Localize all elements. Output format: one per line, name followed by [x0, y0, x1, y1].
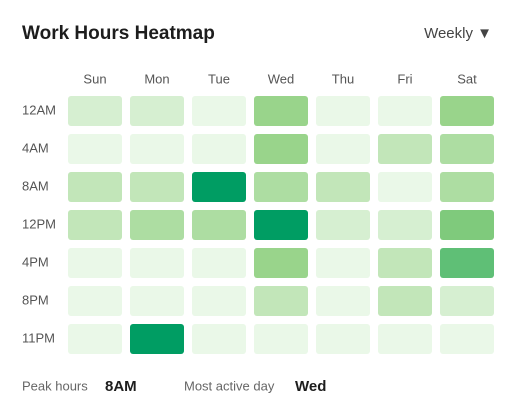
heat-cell [440, 286, 494, 316]
heat-cell [316, 286, 370, 316]
heat-cell [440, 210, 494, 240]
heat-cell [130, 172, 184, 202]
period-selector[interactable]: Weekly ▼ [424, 25, 492, 42]
heat-cell [130, 248, 184, 278]
peak-value: 8AM [105, 378, 137, 395]
heat-cell [192, 248, 246, 278]
chart-title: Work Hours Heatmap [22, 23, 215, 44]
heat-cell [316, 210, 370, 240]
heat-cell [440, 134, 494, 164]
heat-cell [192, 172, 246, 202]
heat-cell [254, 210, 308, 240]
row-label: 4AM [22, 140, 49, 155]
heat-cell [68, 172, 122, 202]
heat-cell [316, 96, 370, 126]
heat-cell [68, 96, 122, 126]
heat-cell [192, 134, 246, 164]
heat-cell [378, 248, 432, 278]
heat-cell [68, 210, 122, 240]
heat-cell [254, 286, 308, 316]
heat-cell [254, 96, 308, 126]
row-label: 8AM [22, 178, 49, 193]
heat-cell [378, 324, 432, 354]
row-label: 11PM [22, 330, 55, 345]
heat-cell [68, 248, 122, 278]
column-label: Sun [83, 71, 106, 86]
heat-cell [440, 172, 494, 202]
heat-cell [130, 324, 184, 354]
heat-cell [254, 172, 308, 202]
column-label: Mon [144, 71, 169, 86]
heat-cell [254, 248, 308, 278]
column-label: Sat [457, 71, 477, 86]
row-label: 4PM [22, 254, 49, 269]
heat-cell [378, 210, 432, 240]
heat-cell [68, 286, 122, 316]
column-label: Tue [208, 71, 230, 86]
heat-cell [254, 134, 308, 164]
column-label: Wed [268, 71, 295, 86]
heat-cell [130, 210, 184, 240]
heat-cell [192, 96, 246, 126]
row-label: 8PM [22, 292, 49, 307]
heat-cell [192, 286, 246, 316]
heat-cell [254, 324, 308, 354]
column-label: Thu [332, 71, 354, 86]
heat-cell [192, 210, 246, 240]
active-label: Most active day [184, 378, 275, 393]
heat-cell [378, 172, 432, 202]
heat-cell [440, 248, 494, 278]
heat-cell [316, 134, 370, 164]
peak-label: Peak hours [22, 378, 88, 393]
heat-cell [316, 172, 370, 202]
row-label: 12AM [22, 102, 56, 117]
heat-cell [130, 96, 184, 126]
heat-cell [316, 324, 370, 354]
heat-cell [192, 324, 246, 354]
heat-cell [316, 248, 370, 278]
heat-cell [130, 134, 184, 164]
row-label: 12PM [22, 216, 56, 231]
heat-cell [378, 286, 432, 316]
heat-cell [68, 324, 122, 354]
active-value: Wed [295, 378, 326, 395]
heat-cell [68, 134, 122, 164]
heat-cell [378, 96, 432, 126]
heat-cell [440, 96, 494, 126]
heat-cell [440, 324, 494, 354]
column-label: Fri [397, 71, 412, 86]
heat-cell [378, 134, 432, 164]
heat-cell [130, 286, 184, 316]
